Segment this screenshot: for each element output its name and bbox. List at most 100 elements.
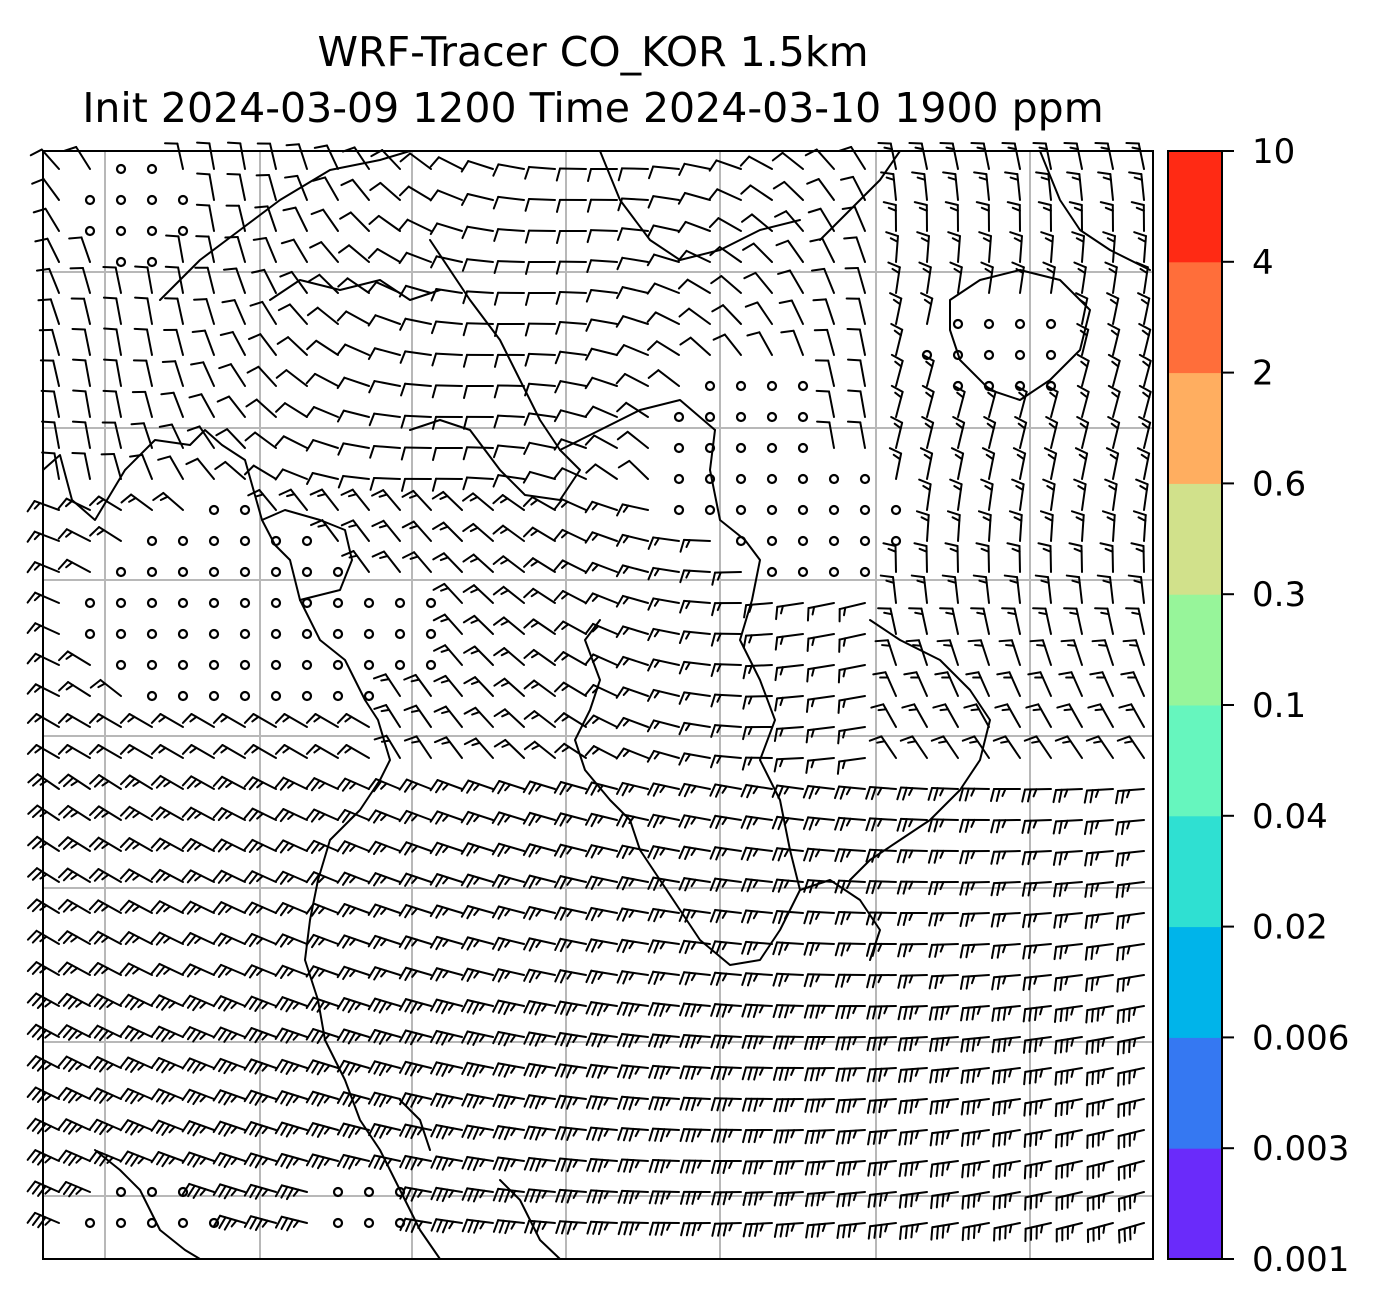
wind-barb (1042, 478, 1056, 511)
wind-barb (243, 713, 277, 728)
wind-barb (164, 142, 184, 170)
wind-barb (1045, 415, 1059, 449)
wind-barb (586, 198, 618, 213)
wind-barb (493, 291, 525, 306)
wind-barb (1122, 639, 1145, 666)
colorbar-blocks (1168, 151, 1222, 1260)
wind-barb (524, 165, 556, 180)
wind-barb (165, 234, 184, 263)
wind-barb (743, 602, 773, 619)
wind-barb (677, 249, 711, 263)
coastlines (42, 150, 1151, 1260)
wind-barb (882, 201, 897, 232)
wind-barb (710, 693, 742, 708)
wind-barb (1104, 261, 1118, 294)
wind-barb (555, 229, 587, 244)
wind-barb-calm (208, 566, 220, 578)
wind-barb-calm (146, 628, 158, 640)
wind-barb (523, 557, 556, 573)
wind-barb (949, 261, 963, 294)
wind-barb (615, 315, 649, 328)
wind-barb (774, 633, 804, 651)
wind-barb-calm (735, 411, 747, 423)
wind-barb (524, 229, 556, 244)
wind-barb (615, 344, 649, 357)
wind-barb (615, 655, 649, 669)
wind-barb (337, 277, 370, 294)
wind-barb (555, 167, 587, 182)
wind-barb (584, 561, 618, 575)
coastline-russia (819, 150, 1151, 271)
wind-barb (1138, 415, 1152, 449)
wind-barb (371, 550, 401, 573)
wind-barb (493, 228, 525, 242)
wind-barb (195, 235, 215, 263)
wind-barb (616, 227, 649, 241)
wind-barb (119, 713, 153, 728)
wind-barb-calm (208, 535, 220, 547)
wind-barb-calm (797, 411, 809, 423)
wind-barb (977, 510, 992, 542)
colorbar-block (1168, 926, 1222, 1038)
wind-barb (967, 639, 990, 666)
wind-barb-calm (673, 442, 685, 454)
wind-barb (965, 671, 990, 697)
wind-barb-calm (704, 411, 716, 423)
wind-barb (1102, 231, 1116, 263)
wind-barb (1056, 703, 1083, 728)
wind-barb-calm (301, 566, 313, 578)
wind-barb-calm (797, 535, 809, 547)
wind-barb-calm (766, 411, 778, 423)
colorbar-block (1168, 1148, 1222, 1260)
wind-barb (26, 652, 60, 666)
wind-barb (130, 422, 153, 449)
colorbar-tick-label: 10 (1252, 132, 1295, 172)
wind-barb (493, 384, 525, 399)
wind-barb (816, 420, 835, 449)
wind-barb (1091, 639, 1114, 666)
wind-barb-calm (84, 194, 96, 206)
wind-barb (584, 531, 618, 544)
wind-barb (553, 467, 587, 480)
wind-barb (647, 195, 680, 209)
wind-barb (970, 607, 990, 635)
colorbar-block (1168, 151, 1222, 263)
wind-barb (1014, 384, 1028, 418)
wind-barb (678, 307, 711, 325)
wind-barb (918, 261, 932, 294)
border-inland-1 (159, 150, 411, 301)
wind-barb (1001, 607, 1021, 635)
wind-barb (340, 488, 370, 511)
wind-barb-calm (735, 442, 747, 454)
wind-barb-calm (239, 566, 251, 578)
wind-barb (254, 205, 277, 232)
wind-barb (276, 336, 308, 356)
wind-barb (1043, 447, 1058, 480)
wind-barb-calm (84, 628, 96, 640)
wind-barb (585, 318, 618, 332)
colorbar-tick-label: 0.1 (1252, 686, 1306, 726)
wind-barb (708, 159, 742, 172)
wind-barb (1127, 574, 1145, 604)
wind-barb-calm (983, 318, 995, 330)
wind-barb-calm (146, 690, 158, 702)
wind-barb (647, 627, 680, 642)
wind-barb (615, 533, 649, 547)
wind-barb (369, 476, 401, 491)
wind-barb-calm (828, 504, 840, 516)
wind-barb (100, 452, 122, 480)
wind-barb (72, 389, 91, 418)
wind-barb (71, 327, 91, 356)
wind-barb-calm (177, 225, 189, 237)
wind-barb (996, 671, 1021, 697)
colorbar-tick-label: 0.6 (1252, 464, 1306, 504)
wind-barb (336, 310, 370, 325)
wind-barb (341, 550, 370, 573)
wind-barb (1094, 607, 1114, 635)
wind-barb (212, 713, 246, 728)
wind-barb (277, 303, 308, 325)
colorbar-block (1168, 1037, 1222, 1149)
wind-barb (34, 237, 60, 263)
wind-barb (402, 551, 432, 573)
wind-barb-calm (270, 535, 282, 547)
